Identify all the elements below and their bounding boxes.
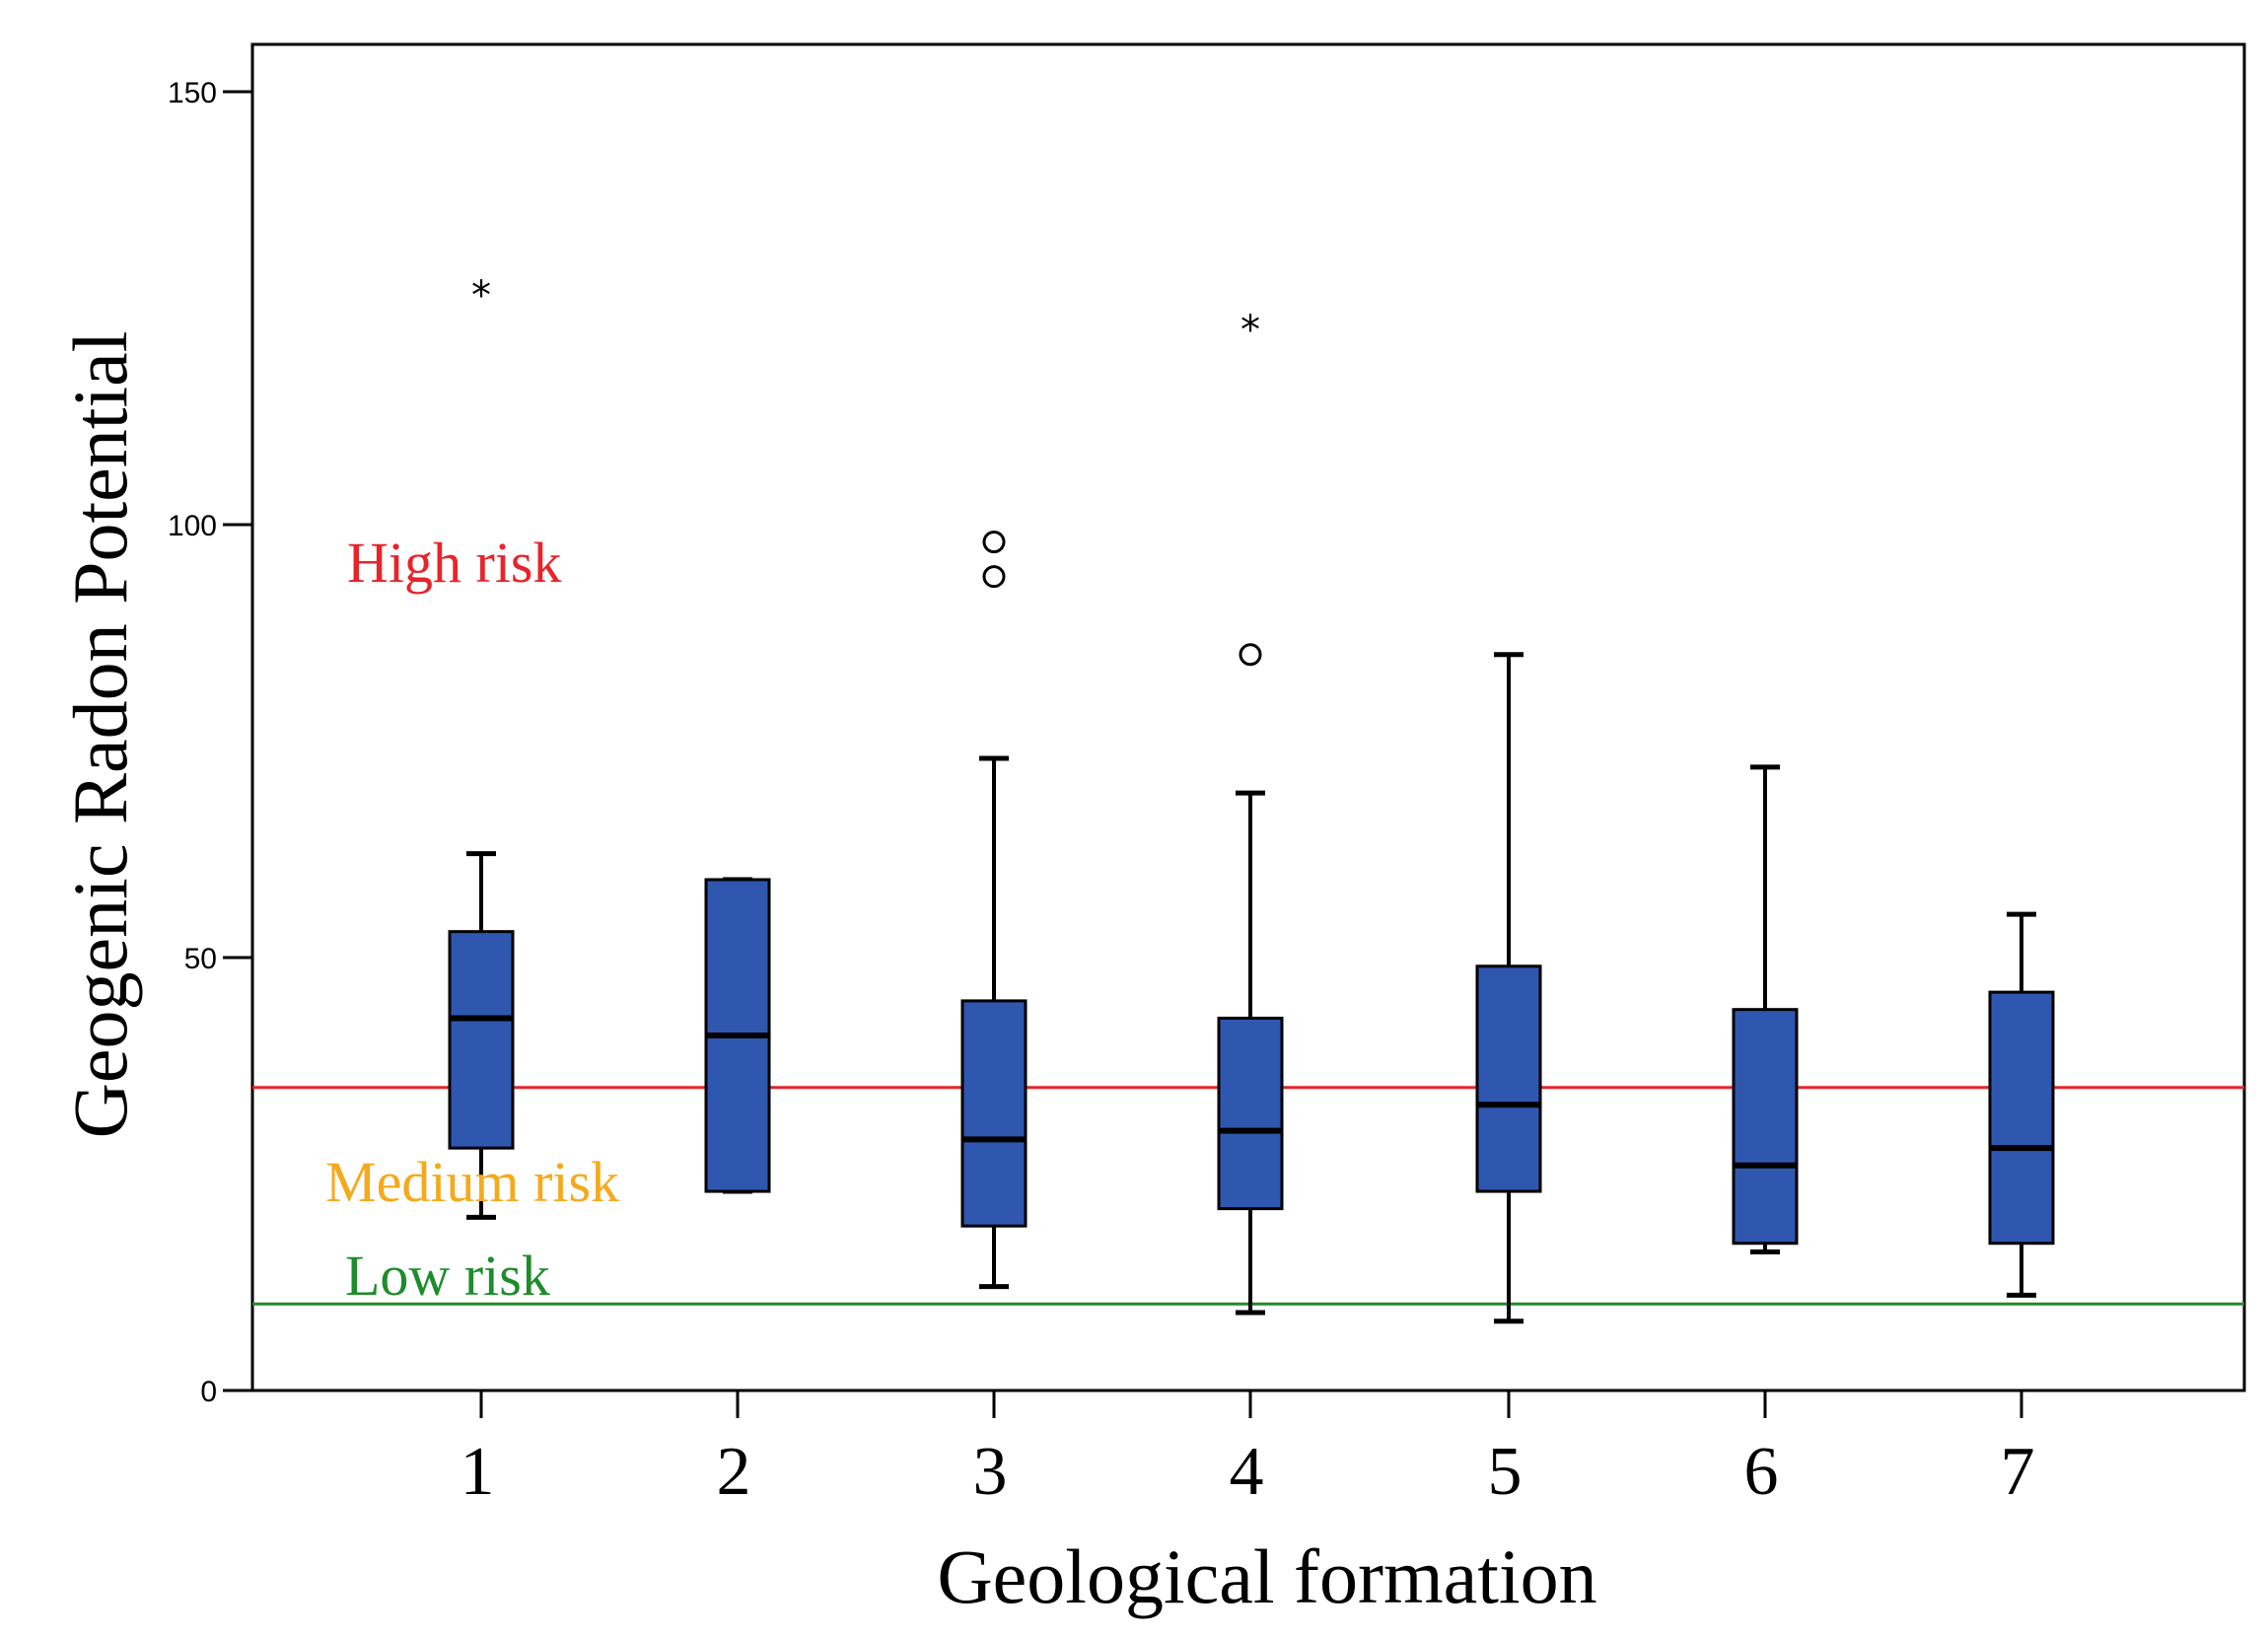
risk-annotations: High risk Medium risk Low risk — [325, 531, 619, 1308]
box-body — [1475, 964, 1542, 1193]
box-body — [1217, 1016, 1284, 1211]
extreme-point: * — [471, 273, 491, 319]
extreme-point: * — [1240, 308, 1260, 353]
outlier-point — [1239, 643, 1262, 667]
box-7 — [1988, 911, 2055, 1298]
x-axis-title: Geological formation — [937, 1533, 1596, 1619]
box-body — [960, 999, 1028, 1228]
box-body — [1988, 990, 2055, 1246]
x-tick-label-5: 5 — [1488, 1434, 1523, 1510]
y-tick-label-0: 0 — [200, 1376, 217, 1408]
box-1: * — [448, 273, 515, 1220]
box-body — [1732, 1008, 1799, 1246]
x-tick-label-2: 2 — [717, 1434, 751, 1510]
x-axis: 1 2 3 4 5 6 7 — [461, 1390, 2035, 1510]
box-body — [448, 930, 515, 1150]
y-tick-label-100: 100 — [168, 510, 217, 542]
x-tick-label-6: 6 — [1744, 1434, 1779, 1510]
box-3 — [960, 531, 1028, 1290]
box-5 — [1475, 652, 1542, 1324]
y-tick-label-50: 50 — [184, 943, 217, 975]
medium-risk-label: Medium risk — [325, 1150, 619, 1214]
high-risk-label: High risk — [347, 531, 562, 595]
box-2 — [704, 877, 771, 1194]
x-tick-label-7: 7 — [2001, 1434, 2035, 1510]
box-6 — [1732, 764, 1799, 1255]
box-series: ** — [448, 273, 2055, 1324]
x-tick-label-4: 4 — [1230, 1434, 1264, 1510]
y-axis-title: Geogenic Radon Potential — [57, 331, 143, 1139]
y-tick-label-150: 150 — [168, 77, 217, 109]
box-4: * — [1217, 308, 1284, 1316]
outlier-point — [982, 531, 1006, 554]
x-tick-label-3: 3 — [973, 1434, 1008, 1510]
low-risk-label: Low risk — [345, 1244, 550, 1308]
outlier-point — [982, 565, 1006, 589]
y-axis: 0 50 100 150 — [168, 77, 252, 1408]
x-tick-label-1: 1 — [461, 1434, 495, 1510]
